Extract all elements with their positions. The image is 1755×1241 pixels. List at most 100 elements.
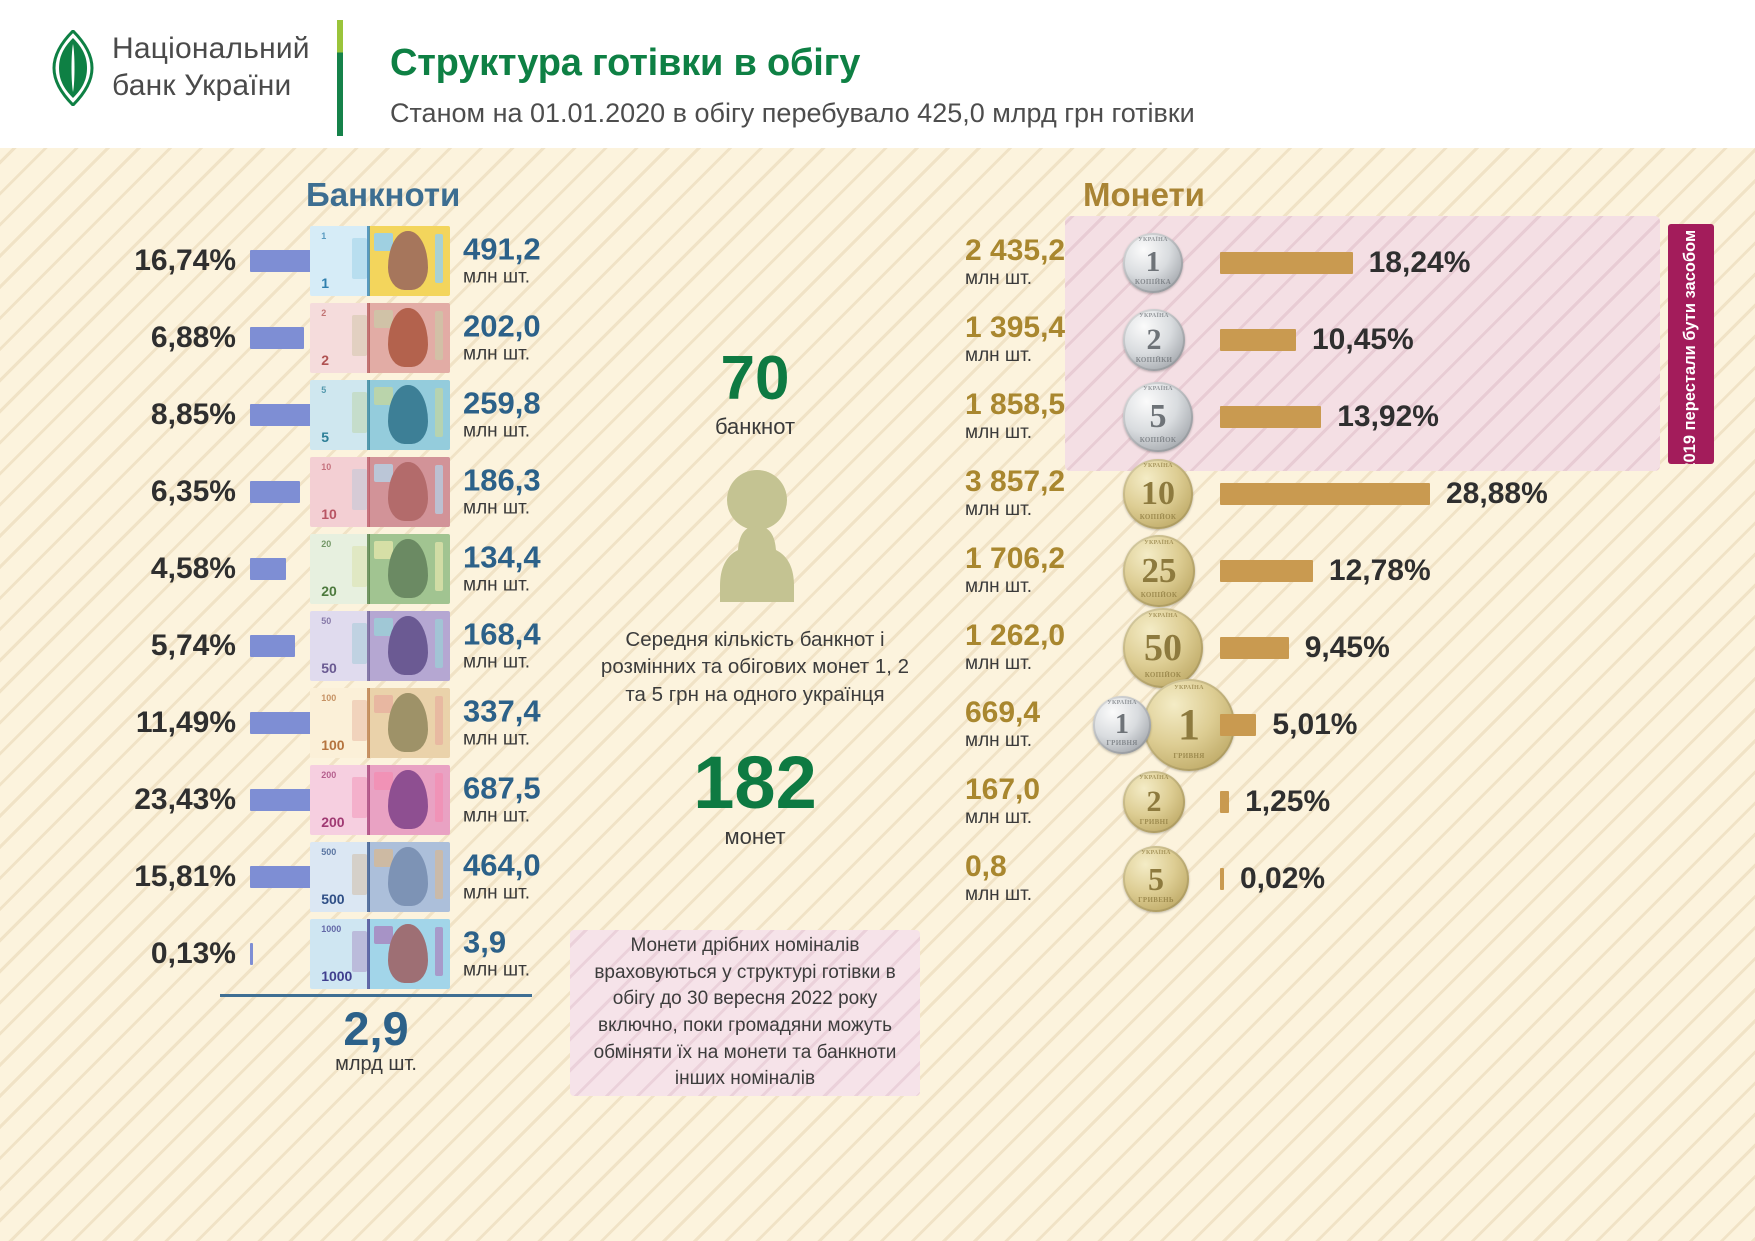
banknote-percent: 5,74% (150, 628, 236, 662)
coin-bar-group: 1,25% (1220, 785, 1330, 819)
banknote-count-unit: млн шт. (463, 266, 531, 287)
coin-count-unit: млн шт. (965, 883, 1033, 905)
banknote-count: 202,0 млн шт. (463, 310, 541, 365)
coin-image-50-gold: УКРАЇНА 50 КОПІЙОК (1123, 607, 1203, 688)
coin-image-1-silver: УКРАЇНА 1 КОПІЙКА (1123, 232, 1183, 293)
banknote-count-value: 259,8 (463, 385, 541, 420)
coin-bar (1220, 790, 1230, 813)
coin-count: 3 857,2 млн шт. (965, 464, 1115, 521)
coin-bar-group: 18,24% (1220, 246, 1470, 280)
banknotes-total: 2,9 млрд шт. (220, 1004, 532, 1076)
banknote-row: 6,88% 2 2 202,0 млн шт. (60, 299, 580, 376)
nbu-logo-icon (50, 28, 96, 108)
coin-count-value: 1 262,0 (965, 618, 1066, 652)
coin-count: 1 706,2 млн шт. (965, 541, 1115, 598)
coin-percent: 18,24% (1368, 245, 1471, 279)
banknote-count-value: 202,0 (463, 308, 541, 343)
banknote-row: 4,58% 20 20 134,4 млн шт. (60, 530, 580, 607)
banknotes-per-person-label: банкнот (714, 414, 796, 439)
banknotes-heading: Банкноти (306, 176, 461, 213)
coin-row: 2 435,2 млн шт. УКРАЇНА 1 КОПІЙКА 18,24% (965, 224, 1665, 301)
small-denomination-footnote: Монети дрібних номіналів враховуються у … (570, 930, 920, 1096)
coin-bar-group: 28,88% (1220, 477, 1548, 511)
coin-thumbnail: УКРАЇНА 50 КОПІЙОК (1123, 607, 1203, 688)
coin-row: 1 262,0 млн шт. УКРАЇНА 50 КОПІЙОК 9,45% (965, 607, 1665, 688)
banknote-row: 8,85% 5 5 259,8 млн шт. (60, 376, 580, 453)
banknote-count-value: 3,9 (463, 924, 507, 959)
coin-count-unit: млн шт. (965, 806, 1033, 828)
coin-percent: 0,02% (1240, 861, 1326, 895)
banknote-thumbnail: 50 50 (310, 610, 450, 681)
banknote-count-value: 186,3 (463, 462, 541, 497)
banknote-count-unit: млн шт. (463, 420, 531, 441)
banknote-percent: 6,35% (150, 474, 236, 508)
nbu-logo: Національний банк України (50, 28, 310, 108)
banknote-bar (250, 557, 287, 580)
banknote-thumbnail: 10 10 (310, 456, 450, 527)
banknote-bar (250, 480, 301, 503)
banknote-count-value: 464,0 (463, 847, 541, 882)
banknotes-per-person: 70 банкнот (625, 348, 885, 440)
coin-thumbnail: УКРАЇНА 1 ГРИВНЯ УКРАЇНА 1 ГРИВНЯ (1093, 678, 1235, 771)
banknote-image-1000: 1000 1000 (310, 918, 450, 989)
banknote-count: 464,0 млн шт. (463, 849, 541, 904)
banknote-count-unit: млн шт. (463, 343, 531, 364)
banknote-percent: 8,85% (150, 397, 236, 431)
coin-count-unit: млн шт. (965, 498, 1033, 520)
coin-count-unit: млн шт. (965, 575, 1033, 597)
person-icon (718, 468, 796, 603)
coin-thumbnail: УКРАЇНА 1 КОПІЙКА (1123, 232, 1183, 293)
coin-bar-group: 12,78% (1220, 554, 1431, 588)
banknote-bar (250, 403, 320, 426)
coin-count: 2 435,2 млн шт. (965, 235, 1115, 290)
banknote-percent: 15,81% (134, 859, 236, 893)
nbu-logo-text: Національний банк України (112, 31, 310, 104)
coin-row: 1 395,4 млн шт. УКРАЇНА 2 КОПІЙКИ 10,45% (965, 301, 1665, 378)
coin-bar-group: 9,45% (1220, 631, 1390, 665)
coin-count-unit: млн шт. (965, 729, 1033, 751)
banknotes-chart: 16,74% 1 1 491,2 млн шт. 6,88% 2 2 202,0 млн шт. 8… (60, 222, 580, 992)
withdrawn-coins-badge: з 01.10.2019 перестали бути засобом плат… (1668, 224, 1714, 464)
banknote-image-20: 20 20 (310, 533, 450, 604)
coin-bar (1220, 405, 1322, 428)
coin-image-2-gold: УКРАЇНА 2 ГРИВНІ (1123, 770, 1185, 833)
coin-count-value: 669,4 (965, 695, 1041, 729)
banknote-count: 687,5 млн шт. (463, 772, 541, 827)
coin-bar (1220, 251, 1353, 274)
coin-thumbnail: УКРАЇНА 2 КОПІЙКИ (1123, 308, 1185, 371)
coin-thumbnail: УКРАЇНА 25 КОПІЙОК (1123, 534, 1195, 607)
coin-count: 0,8 млн шт. (965, 849, 1115, 906)
coin-row: 0,8 млн шт. УКРАЇНА 5 ГРИВЕНЬ 0,02% (965, 840, 1665, 917)
coin-percent: 13,92% (1337, 399, 1439, 433)
small-denomination-footnote-text: Монети дрібних номіналів враховуються у … (593, 935, 897, 1090)
coin-image-25-gold: УКРАЇНА 25 КОПІЙОК (1123, 534, 1195, 607)
coin-bar (1220, 328, 1296, 351)
banknote-row: 0,13% 1000 1000 3,9 млн шт. (60, 915, 580, 992)
coin-count-value: 1 395,4 (965, 310, 1066, 344)
coin-row: 1 858,5 млн шт. УКРАЇНА 5 КОПІЙОК 13,92% (965, 378, 1665, 455)
coin-bar (1220, 713, 1257, 736)
coin-count-unit: млн шт. (965, 344, 1033, 366)
coin-bar (1220, 867, 1224, 890)
coin-percent: 5,01% (1272, 707, 1358, 741)
coin-percent: 1,25% (1245, 784, 1331, 818)
banknote-thumbnail: 100 100 (310, 687, 450, 758)
coin-image-1-silver: УКРАЇНА 1 ГРИВНЯ (1093, 695, 1151, 754)
coin-count-value: 3 857,2 (965, 464, 1066, 498)
banknote-count-value: 168,4 (463, 616, 541, 651)
banknote-bar (250, 634, 296, 657)
coin-count-value: 1 706,2 (965, 541, 1066, 575)
banknote-thumbnail: 500 500 (310, 841, 450, 912)
banknote-count-value: 337,4 (463, 693, 541, 728)
coin-count-value: 1 858,5 (965, 387, 1066, 421)
banknote-count-unit: млн шт. (463, 728, 531, 749)
coin-image-5-gold: УКРАЇНА 5 ГРИВЕНЬ (1123, 845, 1189, 912)
banknote-row: 6,35% 10 10 186,3 млн шт. (60, 453, 580, 530)
coin-count: 167,0 млн шт. (965, 774, 1115, 829)
banknote-image-10: 10 10 (310, 456, 450, 527)
coin-count-value: 0,8 (965, 849, 1007, 883)
banknote-count-unit: млн шт. (463, 497, 531, 518)
banknote-bar (250, 326, 305, 349)
banknote-count-unit: млн шт. (463, 805, 531, 826)
